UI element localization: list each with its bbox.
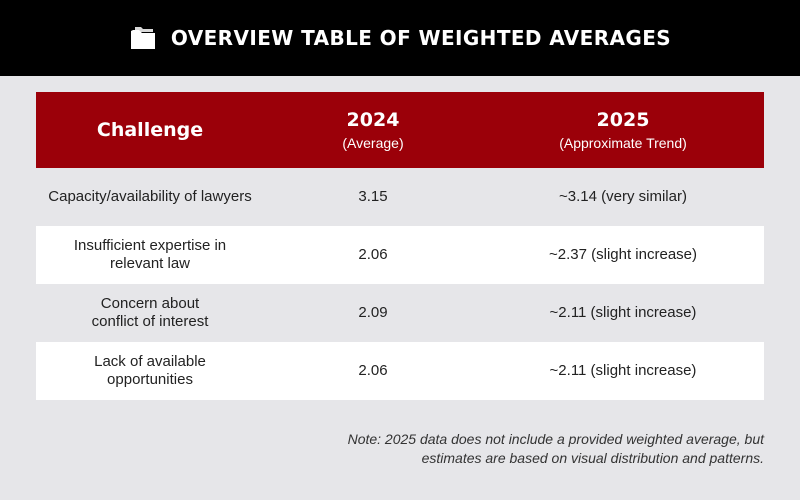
column-subtitle: (Approximate Trend) bbox=[559, 135, 687, 151]
folder-icon bbox=[129, 25, 157, 51]
column-title: 2024 bbox=[346, 109, 400, 131]
challenge-cell: Lack of available opportunities bbox=[36, 353, 264, 389]
table-row: Capacity/availability of lawyers 3.15 ~3… bbox=[36, 168, 764, 226]
table-row: Concern about conflict of interest 2.09 … bbox=[36, 284, 764, 342]
trend-2025-cell: ~2.11 (slight increase) bbox=[549, 304, 697, 321]
avg-2024-cell: 2.09 bbox=[358, 304, 388, 321]
column-header-2025: 2025 (Approximate Trend) bbox=[482, 109, 764, 151]
challenge-text: Lack of available bbox=[94, 353, 206, 370]
challenge-text: conflict of interest bbox=[91, 313, 209, 330]
challenge-cell: Concern about conflict of interest bbox=[36, 295, 264, 331]
avg-2024-cell: 2.06 bbox=[358, 362, 388, 379]
trend-2025-cell: ~2.37 (slight increase) bbox=[549, 246, 697, 263]
column-header-challenge: Challenge bbox=[36, 119, 264, 141]
column-header-2024: 2024 (Average) bbox=[264, 109, 482, 151]
trend-2025-cell: ~3.14 (very similar) bbox=[559, 188, 687, 205]
challenge-cell: Capacity/availability of lawyers bbox=[36, 188, 264, 206]
column-title: Challenge bbox=[96, 119, 204, 141]
footnote: Note: 2025 data does not include a provi… bbox=[244, 430, 764, 468]
challenge-text: Insufficient expertise in bbox=[73, 237, 227, 254]
challenge-text: relevant law bbox=[109, 255, 191, 272]
page-title: OVERVIEW TABLE OF WEIGHTED AVERAGES bbox=[170, 26, 672, 50]
title-bar: OVERVIEW TABLE OF WEIGHTED AVERAGES bbox=[0, 0, 800, 76]
table-row: Insufficient expertise in relevant law 2… bbox=[36, 226, 764, 284]
footnote-line: Note: 2025 data does not include a provi… bbox=[347, 431, 764, 447]
challenge-text: Concern about bbox=[100, 295, 200, 312]
column-subtitle: (Average) bbox=[342, 135, 404, 151]
avg-2024-cell: 2.06 bbox=[358, 246, 388, 263]
table-header: Challenge 2024 (Average) 2025 (Approxima… bbox=[36, 92, 764, 168]
weighted-averages-table: Challenge 2024 (Average) 2025 (Approxima… bbox=[36, 92, 764, 400]
avg-2024-cell: 3.15 bbox=[358, 188, 388, 205]
challenge-text: Capacity/availability of lawyers bbox=[48, 188, 252, 205]
challenge-text: opportunities bbox=[107, 371, 193, 388]
footnote-line: estimates are based on visual distributi… bbox=[421, 450, 764, 466]
column-title: 2025 bbox=[596, 109, 650, 131]
trend-2025-cell: ~2.11 (slight increase) bbox=[549, 362, 697, 379]
challenge-cell: Insufficient expertise in relevant law bbox=[36, 237, 264, 273]
table-row: Lack of available opportunities 2.06 ~2.… bbox=[36, 342, 764, 400]
